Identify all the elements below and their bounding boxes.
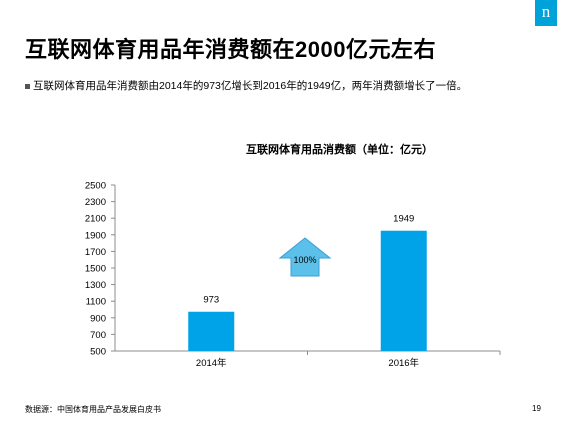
data-label: 1949 — [393, 214, 414, 225]
y-tick-label: 1100 — [86, 297, 106, 308]
logo-glyph: n — [541, 2, 551, 21]
bar — [380, 230, 427, 351]
source-note: 数据源：中国体育用品产品发展白皮书 — [25, 405, 161, 414]
chart-title: 互联网体育用品消费额（单位：亿元） — [246, 144, 433, 156]
up-arrow-icon — [278, 237, 332, 277]
category-label: 2014年 — [196, 357, 227, 369]
y-tick-label: 2100 — [85, 214, 106, 225]
brand-logo: n — [535, 0, 557, 26]
y-tick-label: 1700 — [85, 247, 106, 258]
y-tick-label: 1500 — [85, 264, 106, 275]
growth-label: 100% — [293, 255, 316, 265]
y-tick-label: 1300 — [85, 280, 106, 291]
y-tick-label: 2300 — [85, 197, 106, 208]
y-tick-label: 900 — [90, 313, 106, 324]
bar — [188, 311, 235, 351]
y-tick-label: 1900 — [85, 230, 106, 241]
category-label: 2016年 — [388, 357, 419, 369]
summary-text: 互联网体育用品年消费额由2014年的973亿增长到2016年的1949亿，两年消… — [33, 80, 468, 92]
bullet-icon — [25, 83, 30, 89]
y-tick-label: 500 — [90, 347, 106, 358]
data-label: 973 — [203, 295, 219, 306]
y-tick-label: 700 — [90, 330, 106, 341]
y-tick-label: 2500 — [85, 181, 106, 192]
page-title: 互联网体育用品年消费额在2000亿元左右 — [25, 37, 436, 62]
page-number: 19 — [532, 404, 541, 413]
summary-bullet: 互联网体育用品年消费额由2014年的973亿增长到2016年的1949亿，两年消… — [25, 78, 467, 93]
